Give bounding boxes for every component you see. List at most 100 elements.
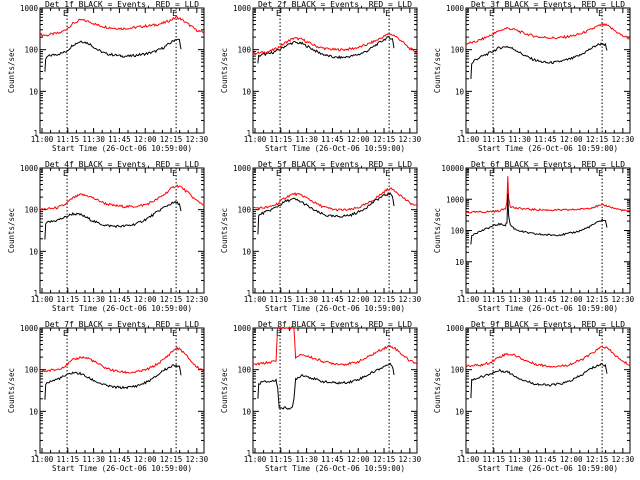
x-tick-label: 11:45 (108, 455, 131, 464)
y-tick-label: 100 (450, 227, 464, 236)
plot-frame (252, 167, 418, 294)
event-marker-label: E (172, 9, 177, 18)
panel-title: Det 7f BLACK = Events, RED = LLD (45, 320, 199, 329)
series-events (470, 362, 608, 399)
x-tick-label: 11:15 (483, 455, 506, 464)
y-tick-label: 1 (459, 449, 464, 458)
x-tick-label: 11:45 (534, 135, 557, 144)
x-tick-label: 12:15 (586, 135, 609, 144)
y-axis-label: Counts/sec (220, 48, 229, 93)
panel-title: Det 4f BLACK = Events, RED = LLD (45, 160, 199, 169)
x-tick-label: 12:30 (186, 455, 209, 464)
x-tick-label: 11:15 (57, 135, 80, 144)
x-tick-label: 12:30 (186, 135, 209, 144)
x-tick-label: 12:00 (560, 295, 583, 304)
x-tick-label: 11:00 (244, 455, 267, 464)
plot-frame (39, 167, 205, 294)
event-marker-label: E (172, 329, 177, 338)
y-axis-label: Counts/sec (433, 368, 442, 413)
x-axis-label: Start Time (26-Oct-06 10:59:00) (265, 304, 405, 313)
y-tick-label: 1 (246, 449, 251, 458)
y-tick-label: 1 (459, 129, 464, 138)
y-tick-label: 1000 (233, 164, 252, 173)
plot-frame (465, 167, 631, 294)
panel-title: Det 3f BLACK = Events, RED = LLD (471, 0, 625, 9)
x-tick-label: 11:30 (82, 135, 105, 144)
y-tick-label: 1 (459, 289, 464, 298)
x-tick-label: 11:45 (108, 135, 131, 144)
x-tick-label: 12:15 (160, 135, 183, 144)
x-tick-label: 11:00 (244, 295, 267, 304)
x-tick-label: 11:00 (457, 295, 480, 304)
x-tick-label: 12:00 (134, 135, 157, 144)
y-tick-label: 10 (29, 247, 39, 256)
x-tick-label: 11:45 (534, 295, 557, 304)
series-events (44, 200, 182, 240)
x-tick-label: 11:00 (31, 135, 54, 144)
y-tick-label: 10 (242, 407, 252, 416)
x-tick-label: 12:00 (134, 295, 157, 304)
plot-frame (465, 327, 631, 454)
y-axis-label: Counts/sec (7, 48, 16, 93)
x-tick-label: 11:30 (295, 455, 318, 464)
panel-title: Det 1f BLACK = Events, RED = LLD (45, 0, 199, 9)
y-tick-label: 100 (24, 46, 38, 55)
x-tick-label: 11:30 (82, 455, 105, 464)
x-tick-label: 12:15 (373, 295, 396, 304)
y-tick-label: 10 (455, 258, 465, 267)
x-tick-label: 11:30 (295, 295, 318, 304)
y-axis-label: Counts/sec (433, 208, 442, 253)
x-axis-label: Start Time (26-Oct-06 10:59:00) (478, 304, 618, 313)
y-axis-label: Counts/sec (7, 368, 16, 413)
event-marker-label: E (489, 169, 494, 178)
y-tick-label: 1000 (20, 324, 39, 333)
event-marker-label: E (385, 169, 390, 178)
panel-3f: Det 3f BLACK = Events, RED = LLD 1 10 100 10… (433, 0, 635, 153)
panel-title: Det 9f BLACK = Events, RED = LLD (471, 320, 625, 329)
y-axis-label: Counts/sec (7, 208, 16, 253)
y-tick-label: 100 (237, 46, 251, 55)
event-marker-label: E (385, 329, 390, 338)
y-tick-label: 100 (24, 206, 38, 215)
panel-title: Det 8f BLACK = Events, RED = LLD (258, 320, 412, 329)
y-tick-label: 10 (455, 407, 465, 416)
x-axis-label: Start Time (26-Oct-06 10:59:00) (52, 304, 192, 313)
panel-4f: Det 4f BLACK = Events, RED = LLD 1 10 100 10… (7, 160, 209, 313)
panel-8f: Det 8f BLACK = Events, RED = LLD 1 10 100 10… (220, 320, 422, 473)
x-tick-label: 11:30 (508, 135, 531, 144)
y-tick-label: 1000 (446, 324, 465, 333)
event-marker-label: E (63, 9, 68, 18)
y-tick-label: 100 (450, 46, 464, 55)
x-axis-label: Start Time (26-Oct-06 10:59:00) (478, 464, 618, 473)
y-tick-label: 10 (455, 87, 465, 96)
x-tick-label: 12:15 (160, 295, 183, 304)
event-marker-label: E (489, 9, 494, 18)
x-tick-label: 12:00 (134, 455, 157, 464)
x-tick-label: 11:15 (483, 135, 506, 144)
x-tick-label: 12:00 (560, 135, 583, 144)
series-lld (252, 33, 418, 56)
x-tick-label: 11:15 (483, 295, 506, 304)
plot-frame (252, 7, 418, 134)
x-tick-label: 12:30 (399, 455, 422, 464)
x-tick-label: 11:45 (321, 135, 344, 144)
x-tick-label: 11:00 (31, 295, 54, 304)
x-tick-label: 11:45 (321, 295, 344, 304)
x-tick-label: 12:30 (612, 295, 635, 304)
y-tick-label: 100 (24, 366, 38, 375)
y-tick-label: 100 (237, 206, 251, 215)
x-tick-label: 12:30 (399, 135, 422, 144)
series-lld (39, 346, 205, 375)
plot-frame (465, 7, 631, 134)
x-axis-label: Start Time (26-Oct-06 10:59:00) (265, 464, 405, 473)
x-tick-label: 11:15 (57, 295, 80, 304)
y-tick-label: 10 (242, 87, 252, 96)
series-lld (39, 15, 205, 37)
x-tick-label: 11:00 (31, 455, 54, 464)
series-events (257, 36, 395, 64)
series-lld (465, 22, 631, 45)
x-axis-label: Start Time (26-Oct-06 10:59:00) (265, 144, 405, 153)
event-marker-label: E (385, 9, 390, 18)
series-lld (252, 187, 418, 212)
